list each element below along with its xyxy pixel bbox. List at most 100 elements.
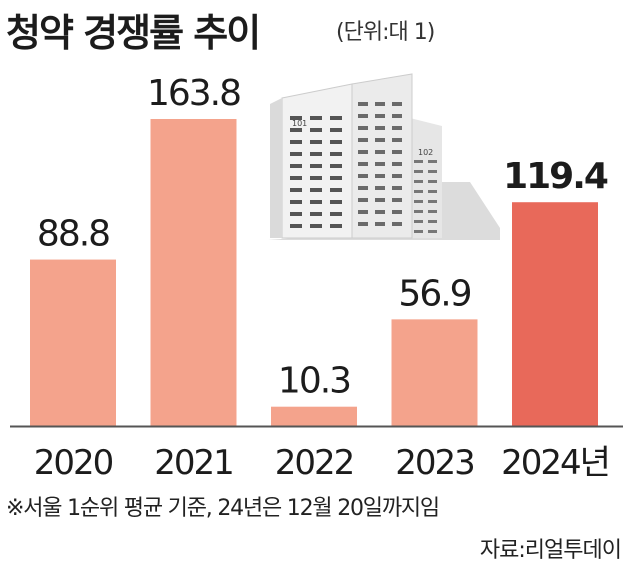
building-window xyxy=(358,126,368,130)
building-window xyxy=(358,186,368,190)
building-window xyxy=(392,210,402,214)
x-tick-label: 2024년 xyxy=(501,443,609,483)
x-tick-label: 2022 xyxy=(275,443,354,483)
building-window xyxy=(290,164,302,168)
building-window xyxy=(330,164,342,168)
building-window xyxy=(428,170,437,173)
building-window xyxy=(330,224,342,228)
building-window xyxy=(310,212,322,216)
building-window xyxy=(310,200,322,204)
building-window xyxy=(330,116,342,120)
building-window xyxy=(358,222,368,226)
building-window xyxy=(358,150,368,154)
building-window xyxy=(358,174,368,178)
building-window xyxy=(392,198,402,202)
bar-2020 xyxy=(30,259,116,426)
building-window xyxy=(375,138,385,142)
building-window xyxy=(414,210,423,213)
building-label: 101 xyxy=(292,119,307,128)
building-window xyxy=(358,102,368,106)
building-101-edge xyxy=(270,98,282,238)
building-window xyxy=(428,160,437,163)
building-window xyxy=(375,222,385,226)
building-window xyxy=(330,176,342,180)
building-window xyxy=(375,198,385,202)
building-window xyxy=(310,188,322,192)
building-window xyxy=(358,210,368,214)
building-window xyxy=(290,128,302,132)
x-tick-label: 2021 xyxy=(154,443,233,483)
unit-label: (단위:대 1) xyxy=(336,20,435,45)
building-window xyxy=(290,116,302,120)
building-window xyxy=(414,160,423,163)
building-window xyxy=(414,180,423,183)
data-label: 88.8 xyxy=(37,214,109,255)
building-window xyxy=(290,224,302,228)
building-window xyxy=(392,174,402,178)
building-window xyxy=(428,220,437,223)
building-window xyxy=(392,150,402,154)
building-window xyxy=(330,128,342,132)
bar-2022 xyxy=(271,406,357,426)
building-window xyxy=(392,126,402,130)
building-window xyxy=(375,114,385,118)
building-window xyxy=(330,140,342,144)
building-window xyxy=(392,138,402,142)
building-window xyxy=(392,186,402,190)
building-window xyxy=(330,152,342,156)
data-label: 10.3 xyxy=(278,361,350,402)
building-window xyxy=(290,152,302,156)
building-window xyxy=(392,102,402,106)
building-window xyxy=(358,138,368,142)
data-label: 163.8 xyxy=(147,73,240,114)
building-window xyxy=(375,150,385,154)
building-window xyxy=(375,162,385,166)
building-window xyxy=(375,186,385,190)
bar-2024년 xyxy=(512,202,598,426)
building-window xyxy=(330,200,342,204)
building-window xyxy=(414,230,423,233)
building-label: 102 xyxy=(418,148,433,157)
building-window xyxy=(428,190,437,193)
building-window xyxy=(392,222,402,226)
building-window xyxy=(290,212,302,216)
building-window xyxy=(358,162,368,166)
building-window xyxy=(310,176,322,180)
x-tick-label: 2020 xyxy=(34,443,113,483)
building-window xyxy=(290,176,302,180)
building-window xyxy=(392,114,402,118)
building-window xyxy=(414,200,423,203)
building-window xyxy=(414,170,423,173)
building-window xyxy=(358,114,368,118)
building-window xyxy=(290,188,302,192)
data-label: 119.4 xyxy=(503,156,608,197)
x-tick-label: 2023 xyxy=(395,443,474,483)
building-window xyxy=(290,200,302,204)
building-window xyxy=(375,174,385,178)
building-window xyxy=(428,230,437,233)
footnote: ※서울 1순위 평균 기준, 24년은 12월 20일까지임 xyxy=(6,496,440,521)
building-window xyxy=(330,188,342,192)
source-note: 자료:리얼투데이 xyxy=(479,538,622,563)
building-102-side xyxy=(410,118,442,238)
building-window xyxy=(375,102,385,106)
building-window xyxy=(428,200,437,203)
building-window xyxy=(310,128,322,132)
building-window xyxy=(375,126,385,130)
apartment-illustration: 101 102 xyxy=(268,73,500,240)
building-window xyxy=(358,198,368,202)
building-window xyxy=(330,212,342,216)
building-window xyxy=(290,140,302,144)
building-window xyxy=(428,180,437,183)
building-window xyxy=(428,210,437,213)
building-window xyxy=(310,152,322,156)
chart-title: 청약 경쟁률 추이 xyxy=(6,11,261,55)
building-window xyxy=(414,220,423,223)
building-window xyxy=(414,190,423,193)
building-window xyxy=(310,224,322,228)
building-window xyxy=(375,210,385,214)
data-label: 56.9 xyxy=(398,273,470,314)
bar-2023 xyxy=(391,319,478,426)
